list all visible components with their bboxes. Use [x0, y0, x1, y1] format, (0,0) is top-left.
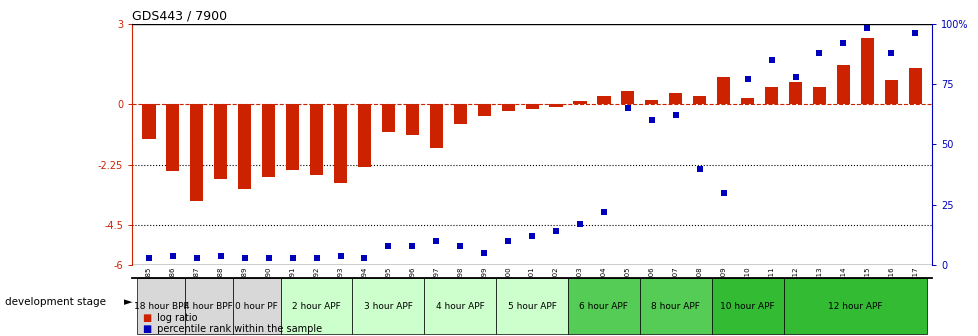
Bar	[214, 104, 227, 179]
Bar	[740, 98, 753, 104]
Text: ►: ►	[124, 297, 133, 307]
Point	[691, 166, 707, 171]
Bar	[692, 95, 705, 104]
Bar	[525, 104, 538, 110]
Bar	[405, 104, 419, 135]
Point	[500, 239, 515, 244]
Text: GDS443 / 7900: GDS443 / 7900	[132, 9, 227, 23]
Bar	[788, 82, 801, 104]
Bar	[908, 68, 921, 104]
Bar	[764, 87, 778, 104]
Point	[333, 253, 348, 258]
Bar	[621, 91, 634, 104]
Bar	[381, 104, 394, 132]
Text: 6 hour APF: 6 hour APF	[579, 301, 628, 310]
FancyBboxPatch shape	[281, 278, 352, 334]
Bar	[549, 104, 562, 107]
Bar	[573, 101, 586, 104]
Text: ■: ■	[142, 312, 151, 323]
Bar	[884, 80, 897, 104]
Bar	[836, 65, 849, 104]
Text: 10 hour APF: 10 hour APF	[720, 301, 775, 310]
Point	[380, 243, 396, 249]
Point	[476, 250, 492, 256]
Text: 5 hour APF: 5 hour APF	[508, 301, 556, 310]
Bar	[333, 104, 347, 183]
Bar	[358, 104, 371, 167]
Text: percentile rank within the sample: percentile rank within the sample	[154, 324, 322, 334]
Bar	[812, 87, 825, 104]
Point	[452, 243, 467, 249]
Point	[859, 26, 874, 31]
Point	[667, 113, 683, 118]
Point	[596, 209, 611, 215]
FancyBboxPatch shape	[137, 278, 185, 334]
Text: 4 hour APF: 4 hour APF	[435, 301, 484, 310]
Point	[644, 118, 659, 123]
Bar	[860, 38, 873, 104]
Bar	[262, 104, 275, 177]
Point	[428, 239, 444, 244]
Point	[619, 106, 635, 111]
Bar	[238, 104, 251, 189]
Point	[404, 243, 420, 249]
Bar	[190, 104, 203, 201]
FancyBboxPatch shape	[496, 278, 567, 334]
Bar	[166, 104, 179, 171]
Point	[213, 253, 229, 258]
Bar	[645, 100, 658, 104]
Point	[260, 255, 276, 261]
Point	[763, 57, 778, 62]
Bar	[429, 104, 442, 149]
FancyBboxPatch shape	[352, 278, 423, 334]
Text: 4 hour BPF: 4 hour BPF	[184, 301, 233, 310]
Point	[811, 50, 826, 55]
Point	[189, 255, 204, 261]
Point	[571, 221, 587, 227]
Bar	[453, 104, 467, 124]
Bar	[286, 104, 299, 170]
Text: 2 hour APF: 2 hour APF	[291, 301, 340, 310]
Point	[787, 74, 803, 79]
Bar	[501, 104, 514, 111]
Point	[834, 40, 850, 46]
FancyBboxPatch shape	[640, 278, 711, 334]
Point	[523, 234, 539, 239]
Text: ■: ■	[142, 324, 151, 334]
Point	[715, 190, 731, 196]
Point	[237, 255, 252, 261]
Text: 12 hour APF: 12 hour APF	[827, 301, 882, 310]
FancyBboxPatch shape	[782, 278, 926, 334]
Bar	[310, 104, 323, 175]
Point	[548, 229, 563, 234]
Bar	[669, 93, 682, 104]
FancyBboxPatch shape	[423, 278, 496, 334]
FancyBboxPatch shape	[567, 278, 640, 334]
Text: 8 hour APF: 8 hour APF	[650, 301, 699, 310]
Point	[165, 253, 181, 258]
Point	[907, 31, 922, 36]
Bar	[477, 104, 490, 116]
Text: log ratio: log ratio	[154, 312, 197, 323]
Point	[285, 255, 300, 261]
FancyBboxPatch shape	[233, 278, 281, 334]
Bar	[142, 104, 156, 139]
Point	[141, 255, 156, 261]
Point	[739, 76, 755, 82]
Point	[882, 50, 898, 55]
Point	[356, 255, 372, 261]
Bar	[716, 77, 730, 104]
FancyBboxPatch shape	[185, 278, 233, 334]
Point	[308, 255, 324, 261]
FancyBboxPatch shape	[711, 278, 782, 334]
Text: 0 hour PF: 0 hour PF	[235, 301, 278, 310]
Text: 18 hour BPF: 18 hour BPF	[133, 301, 188, 310]
Bar	[597, 96, 610, 104]
Text: 3 hour APF: 3 hour APF	[364, 301, 413, 310]
Text: development stage: development stage	[5, 297, 106, 307]
